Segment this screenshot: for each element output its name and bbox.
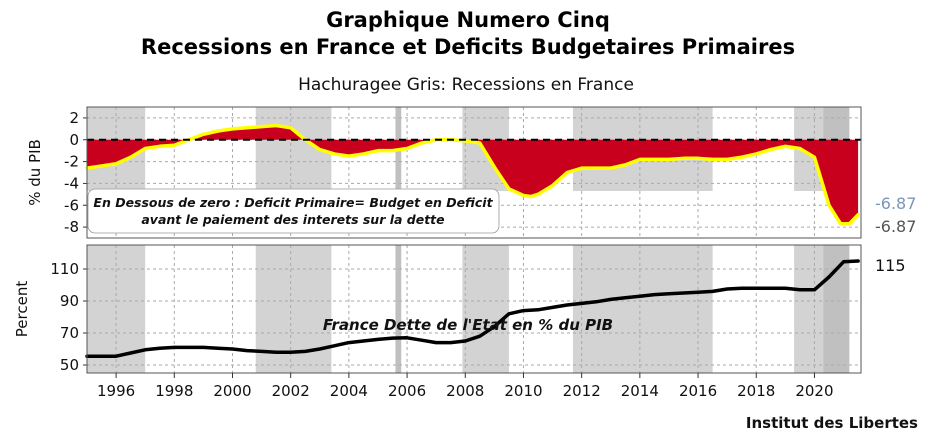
deficit-y-axis-label: % du PIB: [26, 139, 44, 206]
recession-band: [794, 245, 824, 373]
y-tick-label: 110: [50, 260, 79, 278]
recession-band: [823, 245, 850, 373]
debt-recession-bands: [87, 245, 850, 373]
y-tick-label: 90: [60, 292, 79, 310]
x-tick-label: 2018: [737, 382, 775, 400]
debt-line: [85, 259, 860, 358]
deficit-frame: [86, 106, 862, 239]
recession-band: [255, 245, 332, 373]
y-tick-label: -8: [64, 218, 79, 236]
debt-grid: 110 90 70 50: [50, 245, 861, 374]
x-tick-label: 2010: [504, 382, 542, 400]
annotation-line2: avant le paiement des interets sur la de…: [141, 212, 444, 227]
y-tick-label: 0: [69, 131, 79, 149]
x-tick-label: 2016: [679, 382, 717, 400]
x-tick-label: 1996: [97, 382, 135, 400]
deficit-area: [87, 125, 859, 224]
deficit-line: [85, 123, 860, 226]
deficit-end-label-2: -6.87: [875, 217, 916, 236]
chart-title-line2: Recessions en France et Deficits Budgeta…: [141, 35, 795, 59]
debt-end-label: 115: [875, 256, 906, 275]
debt-frame: [86, 244, 862, 374]
x-tick-label: 2002: [272, 382, 310, 400]
x-tick-label: 2000: [213, 382, 251, 400]
y-tick-label: -4: [64, 174, 79, 192]
deficit-panel: 2 0 -2 -4 -6 -8 % du PIB En Dessous de zero : D…: [26, 106, 916, 239]
x-tick-label: 1998: [155, 382, 193, 400]
y-tick-label: -6: [64, 196, 79, 214]
deficit-annotation: En Dessous de zero : Deficit Primaire= B…: [87, 188, 500, 234]
source-credit: Institut des Libertes: [746, 414, 918, 432]
chart-subtitle: Hachuragee Gris: Recessions en France: [298, 75, 634, 95]
y-tick-label: -2: [64, 153, 79, 171]
x-tick-label: 2012: [563, 382, 601, 400]
debt-y-axis-label: Percent: [13, 281, 31, 338]
x-tick-label: 2006: [388, 382, 426, 400]
y-tick-label: 50: [60, 356, 79, 374]
recession-band: [462, 245, 509, 373]
debt-panel: 110 90 70 50 Percent France Dette de l'Etat e…: [13, 244, 906, 374]
annotation-line1: En Dessous de zero : Deficit Primaire= B…: [93, 195, 493, 210]
x-tick-label: 2020: [795, 382, 833, 400]
deficit-end-label-1: -6.87: [875, 194, 916, 213]
x-axis: 1996 1998 2000 2002 2004 2006 2008 2010 2012 2014…: [97, 373, 834, 400]
y-tick-label: 2: [69, 109, 79, 127]
chart-title-line1: Graphique Numero Cinq: [326, 8, 610, 32]
x-tick-label: 2004: [330, 382, 368, 400]
x-tick-label: 2008: [446, 382, 484, 400]
x-tick-label: 2014: [621, 382, 659, 400]
y-tick-label: 70: [60, 324, 79, 342]
recession-band: [572, 245, 713, 373]
debt-annotation: France Dette de l'Etat en % du PIB: [323, 316, 613, 334]
annotation-box: [87, 188, 500, 234]
recession-band: [395, 245, 402, 373]
